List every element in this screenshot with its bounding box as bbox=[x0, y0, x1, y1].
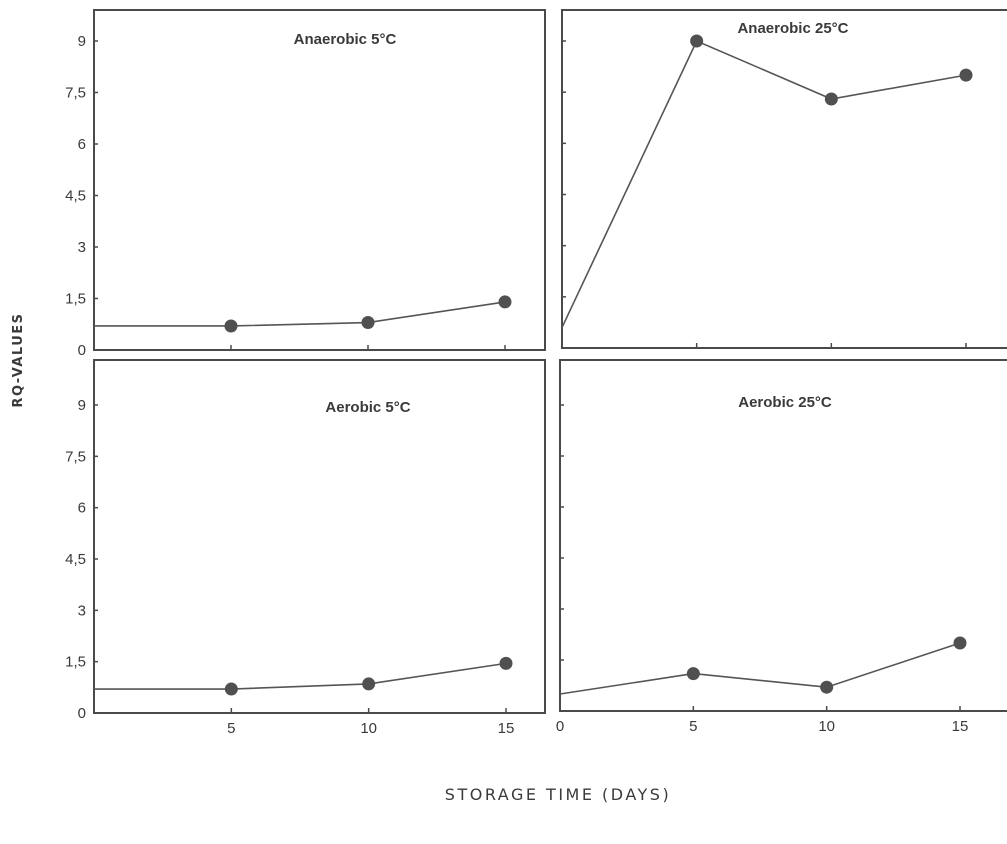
data-point bbox=[499, 656, 513, 670]
x-tick-label: 15 bbox=[952, 718, 969, 735]
series-line bbox=[94, 301, 506, 327]
y-tick-label: 6 bbox=[78, 136, 86, 153]
y-tick-label: 7,5 bbox=[65, 448, 86, 465]
chart-panel: Anaerobic 25°C bbox=[561, 9, 1007, 349]
y-tick-label: 7,5 bbox=[65, 85, 86, 102]
data-point bbox=[224, 682, 238, 696]
plot-frame bbox=[559, 359, 1007, 712]
data-point bbox=[690, 34, 704, 48]
y-tick-label: 0 bbox=[78, 705, 86, 722]
x-tick-label: 10 bbox=[818, 718, 835, 735]
series-line bbox=[559, 642, 961, 695]
data-point bbox=[686, 667, 700, 681]
panel-title: Anaerobic 25°C bbox=[737, 20, 848, 37]
plot-frame bbox=[93, 9, 546, 351]
y-tick-label: 3 bbox=[78, 239, 86, 256]
x-tick-label: 15 bbox=[498, 720, 515, 737]
x-tick-label: 5 bbox=[689, 718, 697, 735]
y-tick-label: 3 bbox=[78, 602, 86, 619]
series-line bbox=[561, 39, 967, 328]
chart-panel: 0 1,5 3 4,5 6 7,5 9 Anaerobic 5°C bbox=[65, 9, 546, 359]
data-point bbox=[820, 680, 834, 694]
y-tick-label: 4,5 bbox=[65, 188, 86, 205]
y-tick-label: 9 bbox=[78, 33, 86, 50]
y-tick-label: 1,5 bbox=[65, 291, 86, 308]
data-point bbox=[953, 636, 967, 650]
data-point bbox=[224, 319, 238, 333]
data-point bbox=[959, 68, 973, 82]
panel-title: Anaerobic 5°C bbox=[294, 31, 397, 48]
plot-frame bbox=[93, 359, 546, 714]
panel-title: Aerobic 5°C bbox=[325, 399, 410, 416]
data-point bbox=[362, 677, 376, 691]
y-tick-label: 4,5 bbox=[65, 551, 86, 568]
y-tick-label: 9 bbox=[78, 397, 86, 414]
series-line bbox=[94, 662, 507, 690]
data-point bbox=[361, 316, 375, 330]
x-tick-label: 5 bbox=[227, 720, 235, 737]
y-tick-label: 1,5 bbox=[65, 654, 86, 671]
x-tick-label: 0 bbox=[556, 718, 564, 735]
chart-panels: 0 1,5 3 4,5 6 7,5 9 Anaerobic 5°C Anaerobic 25°C… bbox=[65, 9, 1007, 737]
y-tick-label: 6 bbox=[78, 500, 86, 517]
panel-title: Aerobic 25°C bbox=[738, 394, 832, 411]
plot-frame bbox=[561, 9, 1007, 349]
chart-panel: 0 5 10 15 Aerobic 25°C bbox=[556, 359, 1007, 735]
y-tick-label: 0 bbox=[78, 342, 86, 359]
x-axis-label: STORAGE TIME (DAYS) bbox=[445, 785, 671, 804]
x-tick-label: 10 bbox=[360, 720, 377, 737]
data-point bbox=[498, 295, 512, 309]
chart-panel: 0 1,5 3 4,5 6 7,5 9 5 10 15 Aerobic 5°C bbox=[65, 359, 546, 737]
data-point bbox=[824, 92, 838, 106]
y-axis-label: RQ-VALUES bbox=[11, 312, 26, 407]
